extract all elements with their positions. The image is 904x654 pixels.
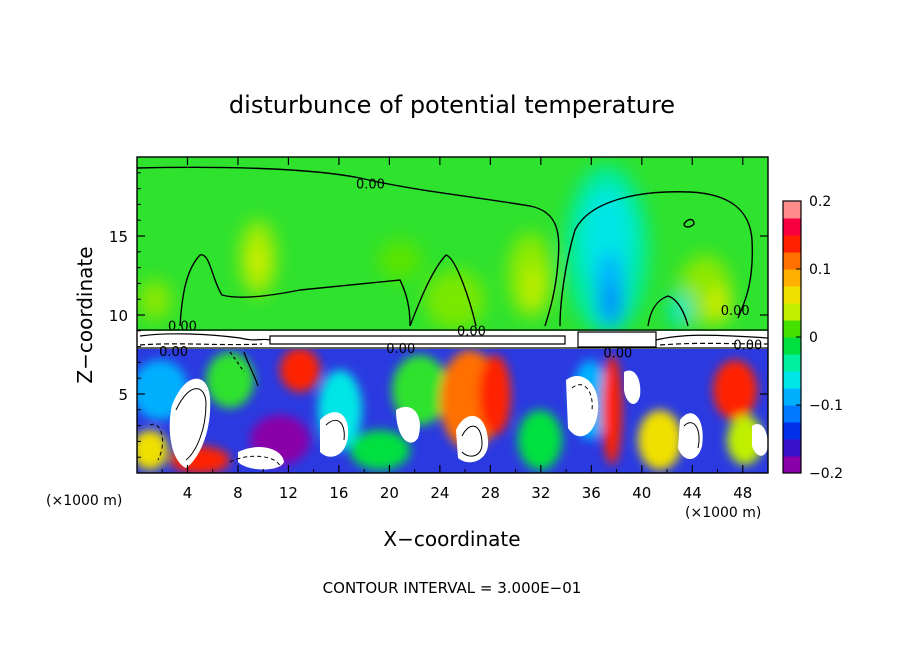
colorbar-tick-label: 0.1	[809, 262, 831, 278]
x-axis: 4 8 12 16 20 24 28 32 36 40 44 48	[161, 157, 752, 502]
contour-label: 0.00	[603, 347, 632, 362]
x-axis-unit: (×1000 m)	[46, 493, 122, 509]
upper-contours	[137, 166, 754, 327]
x-tick-label: 32	[531, 484, 550, 502]
colorbar-swatch	[783, 439, 801, 457]
y-tick-label: 15	[109, 228, 128, 246]
colorbar-swatch	[783, 422, 801, 440]
contour-label: 0.00	[159, 345, 188, 360]
colorbar-swatch	[783, 405, 801, 423]
contour-labels: 0.00 0.00 0.00 0.00 0.00 0.00 0.00 0.00	[159, 177, 762, 362]
contour-label: 0.00	[733, 339, 762, 354]
colorbar: 0.2 0.1 0 −0.1 −0.2	[782, 194, 843, 482]
colorbar-swatch	[783, 456, 801, 474]
colorbar-swatch	[783, 218, 801, 236]
y-axis-unit: (×1000 m)	[685, 505, 761, 521]
x-tick-label: 36	[582, 484, 601, 502]
colorbar-tick-label: −0.2	[809, 466, 843, 482]
colorbar-swatch	[783, 371, 801, 389]
y-tick-label: 10	[109, 307, 128, 325]
y-axis-label: Z−coordinate	[73, 246, 97, 383]
x-tick-label: 8	[233, 484, 243, 502]
colorbar-swatch	[783, 252, 801, 270]
x-tick-label: 24	[430, 484, 449, 502]
contour-interval-note: CONTOUR INTERVAL = 3.000E−01	[323, 579, 582, 597]
contour-label: 0.00	[356, 177, 385, 192]
contour-label: 0.00	[168, 320, 197, 335]
colorbar-swatch	[783, 269, 801, 287]
y-axis: 5 10 15	[109, 172, 768, 458]
colorbar-swatch	[783, 388, 801, 406]
colorbar-tick-label: 0	[809, 330, 818, 346]
colorbar-swatch	[783, 320, 801, 338]
x-tick-label: 20	[380, 484, 399, 502]
lower-field-contours	[149, 384, 700, 467]
colorbar-swatch	[783, 354, 801, 372]
boundary-contours	[137, 329, 768, 387]
colorbar-swatch	[783, 303, 801, 321]
colorbar-swatch	[783, 201, 801, 219]
plot-area: 0.00 0.00 0.00 0.00 0.00 0.00 0.00 0.00	[137, 157, 768, 473]
y-tick-label: 5	[118, 386, 128, 404]
contour-label: 0.00	[721, 304, 750, 319]
lower-field-turbulence	[137, 348, 763, 473]
x-tick-label: 44	[683, 484, 702, 502]
boundary-band	[137, 331, 768, 349]
colorbar-swatch	[783, 337, 801, 355]
x-tick-label: 48	[733, 484, 752, 502]
colorbar-swatch	[783, 286, 801, 304]
x-tick-label: 28	[481, 484, 500, 502]
colorbar-tick-label: −0.1	[809, 398, 843, 414]
x-axis-label: X−coordinate	[383, 527, 520, 551]
x-tick-label: 40	[632, 484, 651, 502]
chart-title: disturbunce of potential temperature	[229, 91, 675, 119]
colorbar-swatch	[783, 235, 801, 253]
contour-label: 0.00	[386, 342, 415, 357]
x-tick-label: 4	[183, 484, 193, 502]
colorbar-tick-label: 0.2	[809, 194, 831, 210]
x-tick-label: 12	[279, 484, 298, 502]
x-tick-label: 16	[329, 484, 348, 502]
contour-label: 0.00	[457, 324, 486, 339]
